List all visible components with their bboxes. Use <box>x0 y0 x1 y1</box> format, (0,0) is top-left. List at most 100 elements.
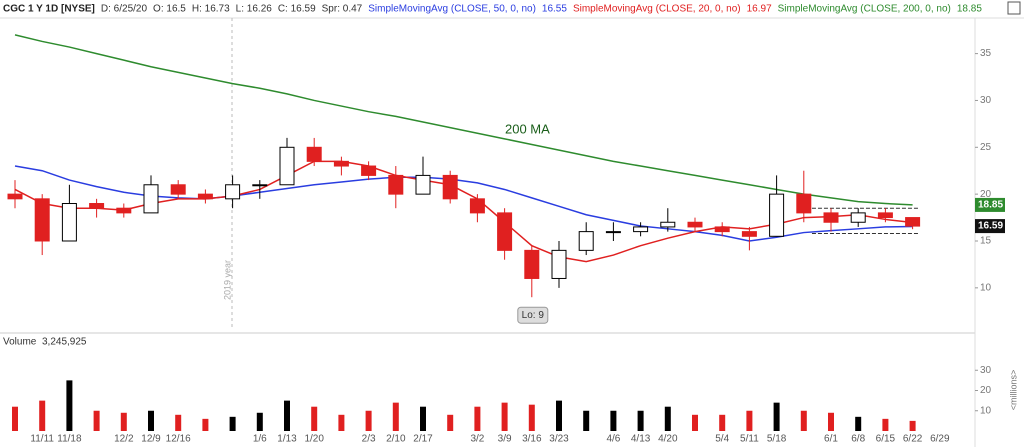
menu-icon[interactable] <box>1007 1 1021 15</box>
x-tick-label: 6/15 <box>876 434 896 445</box>
candle-body <box>796 193 812 214</box>
x-tick-label: 4/6 <box>606 434 620 445</box>
candle-body <box>388 174 404 195</box>
x-tick-label: 4/13 <box>631 434 651 445</box>
x-tick-label: 2/17 <box>413 434 433 445</box>
volume-bar <box>909 420 916 431</box>
candle-body <box>89 203 105 209</box>
y-tick-label: 10 <box>980 282 992 293</box>
x-tick-label: 3/2 <box>470 434 484 445</box>
candle-body <box>116 207 132 214</box>
ma-line <box>14 160 913 263</box>
volume-bar <box>882 418 889 431</box>
volume-bar <box>664 406 671 431</box>
header-text: O: 16.5 <box>153 4 186 15</box>
volume-bar <box>746 410 753 431</box>
header-text: 16.55 <box>542 4 567 15</box>
candle-body <box>823 212 839 223</box>
header-text: L: 16.26 <box>236 4 273 15</box>
candle-body <box>306 146 322 162</box>
ma-line <box>14 165 913 242</box>
candle-body <box>578 231 594 251</box>
x-tick-label: 6/22 <box>903 434 923 445</box>
volume-bar <box>773 402 780 431</box>
candle-body <box>170 184 186 195</box>
x-tick-label: 11/18 <box>57 434 82 445</box>
header-text: H: 16.73 <box>192 4 230 15</box>
volume-bar <box>12 406 18 431</box>
price-tag <box>975 197 1005 212</box>
volume-bar <box>66 380 73 431</box>
x-tick-label: 3/9 <box>498 434 512 445</box>
header-text: C: 16.59 <box>278 4 316 15</box>
candle-body <box>361 165 377 176</box>
candle-body <box>714 226 730 233</box>
volume-unit: <millions> <box>1008 370 1018 411</box>
volume-title: Volume <box>3 337 37 348</box>
header-text: 16.97 <box>747 4 772 15</box>
volume-bar <box>447 414 454 431</box>
volume-bar <box>610 410 617 431</box>
volume-bar <box>365 410 372 431</box>
price-tag-label: 18.85 <box>978 200 1003 211</box>
candle-body <box>660 221 676 228</box>
header-text: D: 6/25/20 <box>101 4 148 15</box>
candle-body <box>687 221 703 228</box>
y-tick-label: 30 <box>980 95 992 106</box>
x-tick-label: 1/6 <box>253 434 267 445</box>
candle-body <box>197 193 213 200</box>
volume-bar <box>120 412 127 431</box>
volume-bar <box>501 402 508 431</box>
volume-bar <box>148 410 154 431</box>
x-tick-label: 2/10 <box>386 434 406 445</box>
volume-bar <box>719 414 726 431</box>
candle-body <box>34 198 50 242</box>
low-box <box>517 306 549 324</box>
volume-bar <box>39 400 46 431</box>
candle-body <box>7 193 23 200</box>
x-tick-label: 6/1 <box>824 434 838 445</box>
y-tick-label: 25 <box>980 142 992 153</box>
candle-body <box>497 212 513 251</box>
volume-bar <box>256 412 263 431</box>
volume-bar <box>828 412 834 431</box>
candle-body <box>469 198 485 214</box>
volume-bar <box>583 410 590 431</box>
x-tick-label: 11/11 <box>30 434 54 445</box>
x-tick-label: 4/20 <box>658 434 678 445</box>
x-tick-label: 12/2 <box>114 434 134 445</box>
candle-body <box>61 203 77 242</box>
volume-tick-label: 30 <box>980 365 992 376</box>
low-annotation: Lo: 9 <box>522 310 545 321</box>
candle-body <box>633 226 649 233</box>
candle-body <box>442 174 458 200</box>
header-text: SimpleMovingAvg (CLOSE, 50, 0, no) <box>368 4 536 15</box>
x-tick-label: 3/16 <box>522 434 542 445</box>
volume-bar <box>800 410 807 431</box>
x-tick-label: 2/3 <box>362 434 376 445</box>
candle-body <box>605 231 621 234</box>
candle-body <box>333 160 349 167</box>
header-text: SimpleMovingAvg (CLOSE, 200, 0, no) <box>778 4 951 15</box>
x-tick-label: 12/16 <box>166 434 191 445</box>
candle-body <box>551 249 567 279</box>
volume-bar <box>637 410 644 431</box>
x-tick-label: 5/4 <box>715 434 729 445</box>
candle-body <box>877 212 893 219</box>
x-tick-label: 5/18 <box>767 434 787 445</box>
x-tick-label: 6/8 <box>851 434 865 445</box>
volume-tick-label: 10 <box>980 405 992 416</box>
x-tick-label: 1/13 <box>277 434 297 445</box>
volume-bar <box>202 418 209 431</box>
volume-bar <box>284 400 290 431</box>
x-tick-label: 3/23 <box>549 434 569 445</box>
header-text: Spr: 0.47 <box>322 4 363 15</box>
candle-body <box>905 217 921 227</box>
volume-bar <box>692 414 698 431</box>
volume-bar <box>556 400 562 431</box>
x-tick-label: 12/9 <box>141 434 161 445</box>
header-text: SimpleMovingAvg (CLOSE, 20, 0, no) <box>573 4 741 15</box>
volume-bar <box>392 402 399 431</box>
header-text: 18.85 <box>957 4 982 15</box>
